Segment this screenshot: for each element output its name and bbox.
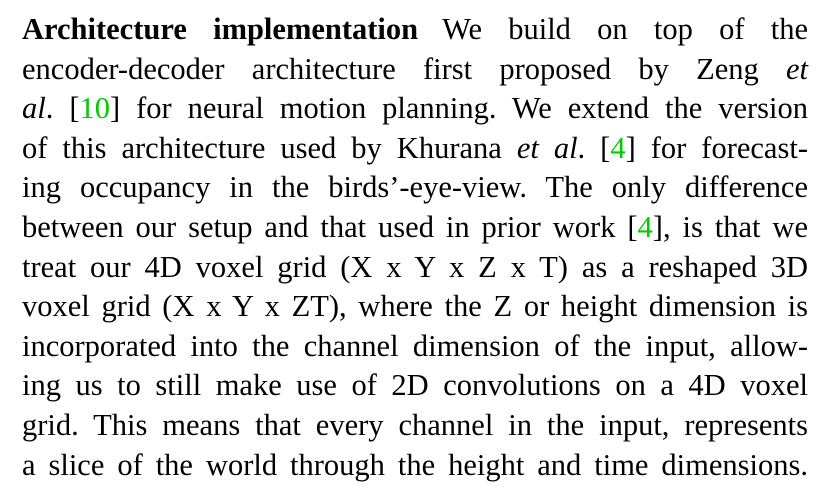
line-1-text: We build on top of the — [442, 12, 808, 46]
paragraph-line-10: ing us to still make use of 2D convoluti… — [22, 366, 808, 406]
line-8-text: voxel grid (X x Y x ZT), where the Z or … — [22, 289, 808, 324]
paragraph-line-9: incorporated into the channel dimension … — [22, 327, 808, 367]
line-2-italic: et — [785, 51, 808, 86]
paragraph-line-7: treat our 4D voxel grid (X x Y x Z x T) … — [22, 248, 808, 288]
paragraph-line-3: al. [10] for neural motion planning. We … — [22, 89, 808, 129]
paragraph-heading: Architecture implementation — [22, 12, 419, 46]
paragraph-line-6: between our setup and that used in prior… — [22, 208, 808, 248]
citation-link[interactable]: 10 — [79, 91, 110, 126]
paragraph-line-4: of this architecture used by Khurana et … — [22, 129, 808, 169]
line-3-text-a: . [ — [45, 91, 80, 126]
paragraph-line-12: a slice of the world through the height … — [22, 446, 808, 486]
line-10-text: ing us to still make use of 2D convoluti… — [22, 368, 808, 403]
paragraph-line-2: encoder-decoder architecture first propo… — [22, 50, 808, 90]
line-3-text-b: ] for neural motion planning. We extend … — [109, 91, 808, 126]
line-6-text-b: ], is that we — [652, 209, 808, 244]
citation-link[interactable]: 4 — [637, 209, 653, 244]
line-5-text: ing occupancy in the birds’-eye-view. Th… — [22, 170, 808, 205]
line-4-text-a: of this architecture used by Khurana — [22, 130, 517, 165]
line-2-text: encoder-decoder architecture first propo… — [22, 51, 786, 86]
paragraph-line-11: grid. This means that every channel in t… — [22, 406, 808, 446]
line-6-text-a: between our setup and that used in prior… — [22, 209, 638, 244]
paragraph-line-1: Architecture implementation We build on t… — [22, 10, 808, 50]
line-4-text-b: . [ — [577, 130, 611, 165]
paragraph-line-8: voxel grid (X x Y x ZT), where the Z or … — [22, 287, 808, 327]
line-4-italic: et al — [516, 130, 578, 165]
paper-paragraph: Architecture implementation We build on t… — [22, 10, 808, 485]
paragraph-line-5: ing occupancy in the birds’-eye-view. Th… — [22, 168, 808, 208]
citation-link[interactable]: 4 — [610, 130, 626, 165]
line-11-text: grid. This means that every channel in t… — [22, 407, 808, 442]
line-3-italic: al — [22, 91, 46, 126]
line-9-text: incorporated into the channel dimension … — [22, 328, 808, 363]
line-12-text: a slice of the world through the height … — [22, 447, 808, 482]
line-4-text-c: ] for forecast- — [625, 130, 808, 165]
line-7-text: treat our 4D voxel grid (X x Y x Z x T) … — [22, 249, 808, 284]
